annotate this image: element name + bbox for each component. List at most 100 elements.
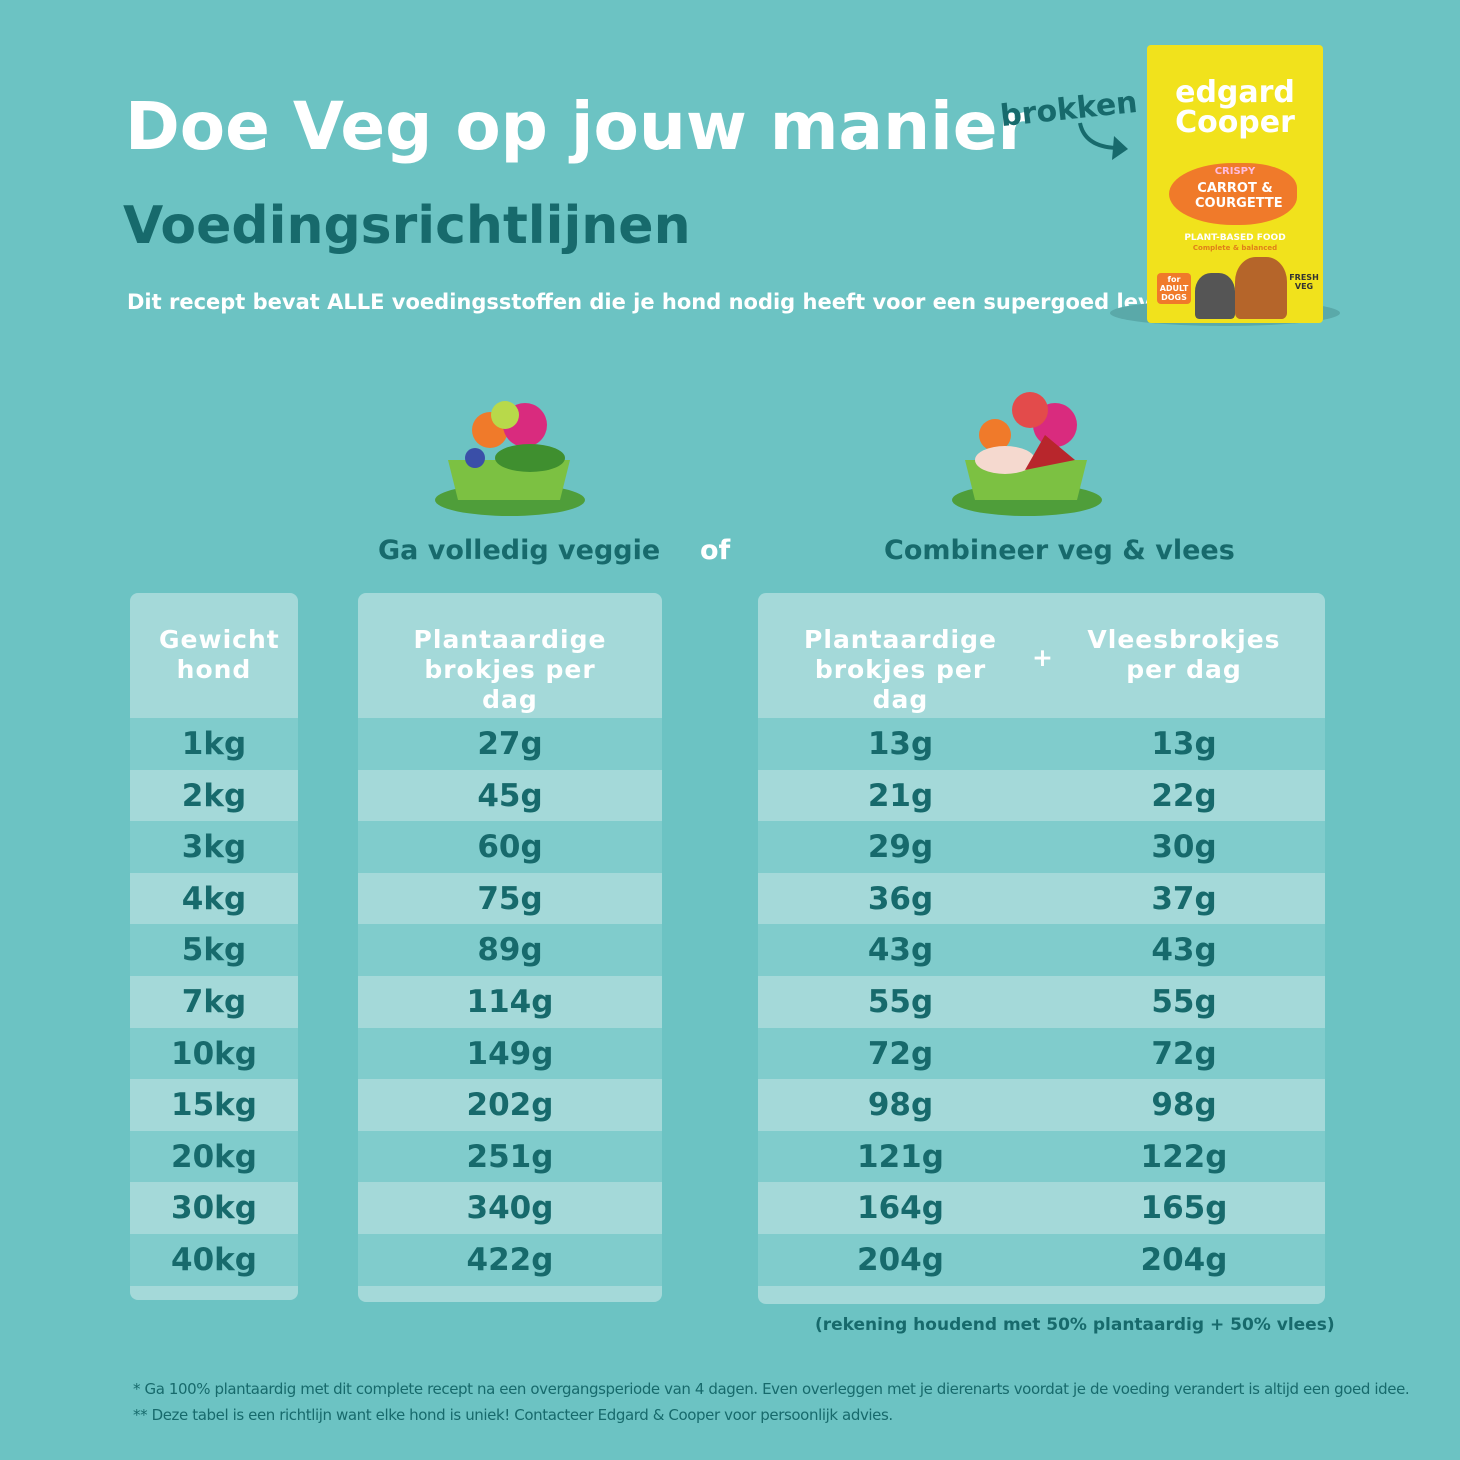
table-cell: 149g — [466, 1035, 554, 1072]
table-cell: 5kg — [181, 932, 247, 969]
table-cell: 10kg — [171, 1035, 257, 1072]
table-cell: 114g — [466, 984, 554, 1020]
row-band — [758, 1027, 1325, 1080]
table-cell: 27g — [477, 726, 543, 762]
row-band — [130, 1027, 298, 1080]
weight-column: Gewicht hond 1kg 2kg 3kg 4kg 5kg 7kg 10kg 15kg 20… — [130, 593, 298, 1300]
audience: for ADULT DOGS — [1157, 273, 1191, 304]
table-cell: 340g — [466, 1190, 554, 1227]
table-cell: 29g — [867, 829, 934, 866]
note: (rekening houdend met 50% plantaardig + … — [815, 1315, 1335, 1335]
row-band — [358, 1079, 662, 1131]
brand: Cooper — [1175, 105, 1295, 140]
dog — [1235, 257, 1287, 319]
table-cell: 30g — [1151, 829, 1217, 866]
brand: edgard — [1175, 75, 1295, 110]
table-cell: 55g — [1151, 984, 1217, 1020]
combined-columns: Plantaardige brokjes per dag 13g 21g 29g 36g… — [758, 593, 1325, 1304]
row-band — [130, 976, 298, 1028]
column-header: Vleesbrokjes per dag — [1087, 625, 1281, 684]
table-cell: 121g — [857, 1138, 944, 1175]
option-label: Ga volledig veggie — [378, 535, 661, 566]
option-label: Combineer veg & vlees — [884, 535, 1235, 566]
veggie-bowl-icon — [435, 401, 585, 516]
row-band — [758, 1234, 1325, 1286]
column-header: Gewicht hond — [159, 625, 280, 684]
table-cell: 13g — [1151, 726, 1217, 762]
row-band — [358, 1027, 662, 1080]
column-header: Plantaardige brokjes per dag — [413, 625, 607, 714]
row-band — [358, 718, 662, 770]
row-band — [758, 1182, 1325, 1234]
title: Doe Veg op jouw manier — [125, 88, 1031, 165]
footnote: ** Deze tabel is een richtlijn want elke… — [133, 1406, 893, 1424]
row-band — [358, 872, 662, 925]
badge: FRESH VEG — [1289, 273, 1319, 291]
table-cell: 251g — [466, 1138, 554, 1175]
row-band — [758, 924, 1325, 976]
description: Dit recept bevat ALLE voedingsstoffen di… — [127, 290, 1181, 314]
row-band — [758, 769, 1325, 822]
row-band — [358, 1130, 662, 1183]
cat — [1195, 273, 1235, 319]
table-cell: 43g — [1151, 932, 1217, 969]
flavor: CARROT & COURGETTE — [1195, 181, 1283, 211]
row-band — [130, 718, 298, 770]
row-band — [758, 976, 1325, 1028]
table-cell: 40kg — [171, 1242, 257, 1278]
footnote: * Ga 100% plantaardig met dit complete r… — [133, 1380, 1410, 1398]
row-band — [758, 718, 1325, 770]
table-cell: 75g — [477, 880, 543, 917]
table-cell: 55g — [867, 984, 934, 1020]
row-band — [130, 1079, 298, 1131]
table-cell: 165g — [1140, 1190, 1228, 1227]
table-cell: 13g — [867, 726, 934, 762]
row-band — [130, 872, 298, 925]
table-cell: 15kg — [171, 1087, 257, 1124]
carrot — [1169, 163, 1297, 225]
row-band — [758, 1130, 1325, 1183]
row-band — [358, 976, 662, 1028]
table-cell: 2kg — [181, 777, 247, 814]
table-cell: 98g — [867, 1087, 934, 1124]
column-header: Plantaardige brokjes per dag — [804, 625, 997, 714]
arrow — [1078, 122, 1128, 160]
row-band — [758, 872, 1325, 925]
row-band — [130, 924, 298, 976]
table-cell: 122g — [1140, 1138, 1228, 1175]
claim: Complete & balanced — [1192, 244, 1278, 252]
table-cell: 20kg — [171, 1138, 257, 1175]
table-cell: 422g — [466, 1242, 554, 1278]
table-cell: 204g — [1140, 1242, 1228, 1278]
table-cell: 45g — [477, 777, 543, 814]
food-type: PLANT-BASED FOOD — [1184, 233, 1286, 243]
table-cell: 202g — [466, 1087, 554, 1124]
table-cell: 43g — [867, 932, 934, 969]
flavor-prefix: CRISPY — [1214, 166, 1256, 177]
table-cell: 1kg — [181, 726, 247, 762]
row-band — [358, 821, 662, 873]
table-cell: 98g — [1151, 1087, 1217, 1124]
product-bag: edgard Cooper CRISPY CARROT & COURGETTE … — [1147, 45, 1323, 323]
row-band — [130, 1234, 298, 1286]
row-band — [358, 1234, 662, 1286]
row-band — [358, 924, 662, 976]
row-band — [130, 821, 298, 873]
table-cell: 37g — [1151, 880, 1217, 917]
table-cell: 30kg — [171, 1190, 257, 1227]
or-label: of — [700, 535, 731, 566]
row-band — [130, 1130, 298, 1183]
table-cell: 7kg — [181, 984, 247, 1020]
veggie-column: Plantaardige brokjes per dag 27g 45g 60g 75g… — [358, 593, 662, 1302]
table-cell: 22g — [1151, 777, 1217, 814]
subtitle: Voedingsrichtlijnen — [123, 196, 691, 256]
table-cell: 21g — [867, 777, 934, 814]
row-band — [130, 769, 298, 822]
table-cell: 164g — [857, 1190, 944, 1227]
row-band — [358, 769, 662, 822]
table-cell: 72g — [867, 1035, 934, 1072]
table-cell: 72g — [1151, 1035, 1217, 1072]
table-cell: 204g — [857, 1242, 944, 1278]
table-cell: 36g — [867, 880, 934, 917]
